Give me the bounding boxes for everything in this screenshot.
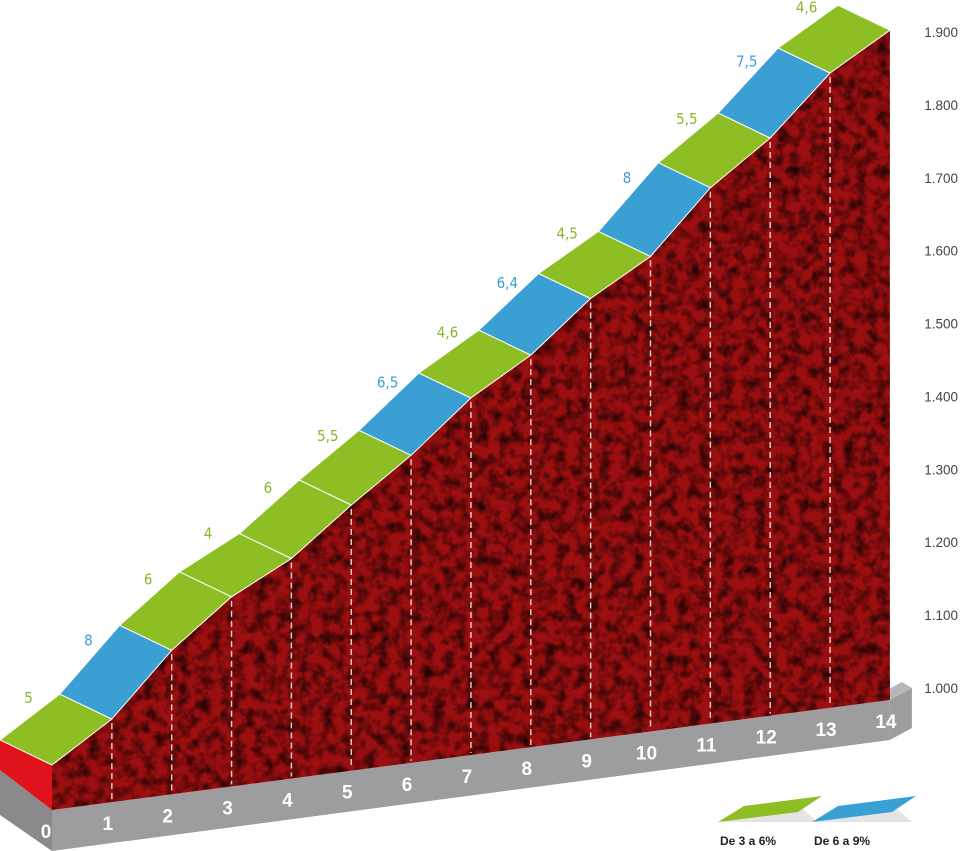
gradient-label: 5 — [24, 689, 33, 707]
km-tick-label: 3 — [222, 798, 233, 819]
gradient-label: 6,5 — [377, 374, 398, 392]
legend-label: De 6 a 9% — [814, 834, 870, 848]
base-right-face — [889, 688, 912, 740]
km-tick-label: 0 — [41, 822, 52, 843]
altitude-tick-label: 1.300 — [924, 462, 958, 477]
gradient-label: 6,4 — [497, 274, 518, 292]
altitude-tick-label: 1.900 — [924, 25, 958, 40]
km-tick-label: 11 — [696, 736, 717, 757]
gradient-label: 5,5 — [676, 110, 697, 128]
legend: De 3 a 6% De 6 a 9% — [718, 796, 916, 848]
km-tick-label: 12 — [756, 728, 777, 749]
altitude-tick-label: 1.700 — [924, 171, 958, 186]
km-tick-label: 6 — [402, 775, 413, 796]
legend-label: De 3 a 6% — [720, 834, 776, 848]
altitude-tick-label: 1.400 — [924, 389, 958, 404]
km-tick-label: 14 — [875, 712, 897, 733]
km-tick-label: 2 — [162, 806, 173, 827]
altitude-tick-label: 1.600 — [924, 244, 958, 259]
profile-texture — [52, 30, 890, 810]
altitude-tick-label: 1.500 — [924, 317, 958, 332]
gradient-label: 4,6 — [796, 0, 817, 17]
profile-left-face — [0, 740, 52, 810]
gradient-label: 4,5 — [556, 224, 577, 242]
gradient-label: 7,5 — [736, 53, 757, 71]
km-tick-label: 10 — [636, 743, 657, 764]
gradient-label: 8 — [623, 169, 632, 187]
km-tick-label: 5 — [342, 783, 353, 804]
gradient-label: 8 — [84, 632, 93, 650]
km-tick-label: 9 — [581, 751, 592, 772]
altitude-tick-label: 1.000 — [924, 681, 958, 696]
base-front-face — [52, 700, 890, 851]
km-tick-label: 1 — [103, 814, 114, 835]
legend-swatch-3-6 — [718, 796, 822, 822]
km-tick-label: 13 — [815, 720, 836, 741]
km-tick-label: 7 — [462, 767, 473, 788]
gradient-label: 4,6 — [437, 324, 458, 342]
gradient-label: 5,5 — [317, 427, 338, 445]
gradient-strip-layer — [0, 4, 891, 766]
altitude-tick-label: 1.200 — [924, 535, 958, 550]
gradient-label: 6 — [264, 479, 273, 497]
km-tick-label: 8 — [522, 759, 533, 780]
gradient-label: 6 — [144, 571, 153, 589]
gradient-label: 4 — [204, 525, 213, 543]
altitude-tick-label: 1.800 — [924, 98, 958, 113]
base-left-face — [0, 770, 52, 851]
gradient-segment-14 — [777, 4, 891, 74]
km-tick-label: 4 — [282, 791, 293, 812]
legend-swatch-6-9 — [812, 796, 916, 822]
profile-layer — [0, 30, 890, 810]
altitude-tick-label: 1.100 — [924, 608, 958, 623]
